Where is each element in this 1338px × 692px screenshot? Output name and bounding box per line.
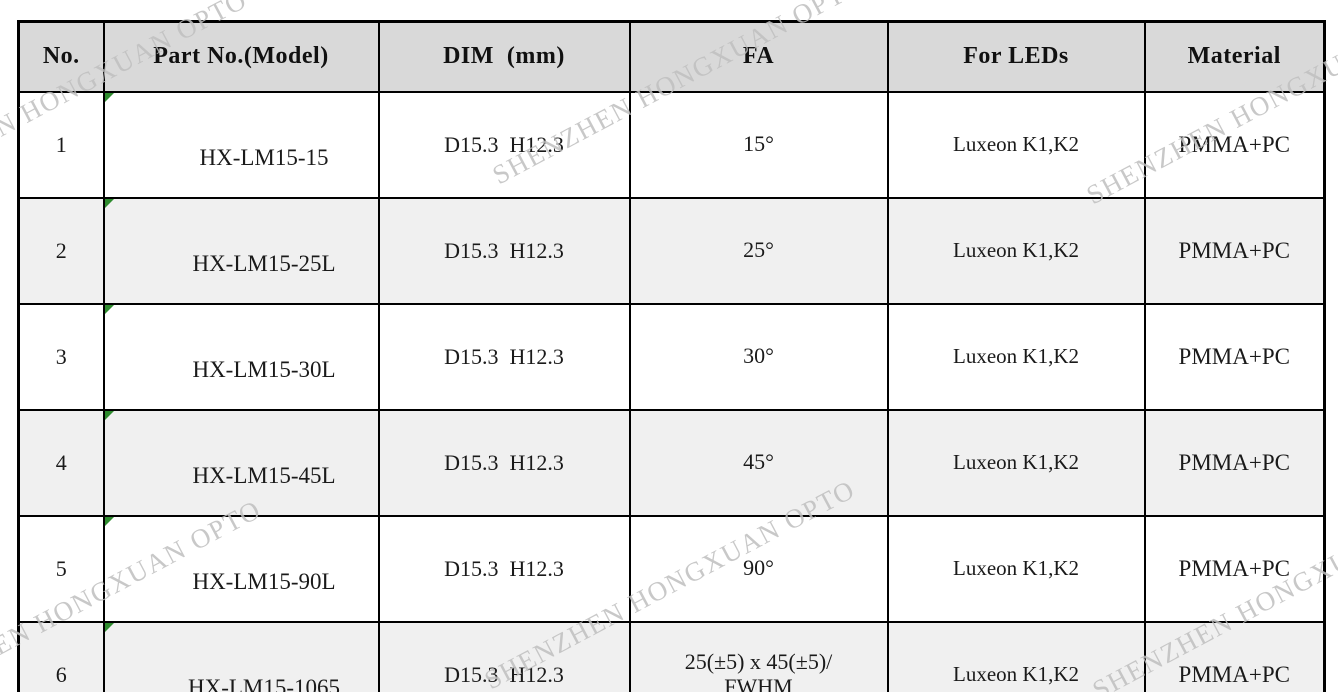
header-row: No. Part No.(Model) DIM (mm) FA For LEDs…: [17, 20, 1326, 93]
column-header-part: Part No.(Model): [102, 20, 380, 93]
excel-error-marker-icon: [105, 93, 115, 103]
cell-no: 1: [17, 90, 105, 199]
cell-part: HX-LM15-90L: [102, 514, 380, 623]
excel-error-marker-icon: [105, 199, 115, 209]
column-header-fa: FA: [628, 20, 889, 93]
part-number: HX-LM15-25L: [192, 250, 336, 276]
cell-fa: 15°: [628, 90, 889, 199]
table-row: 1 HX-LM15-15 D15.3 H12.3 15° Luxeon K1,K…: [17, 90, 1326, 199]
column-header-leds: For LEDs: [886, 20, 1146, 93]
part-number: HX-LM15-15: [199, 144, 329, 170]
cell-leds: Luxeon K1,K2: [886, 90, 1146, 199]
cell-dim: D15.3 H12.3: [377, 302, 631, 411]
cell-fa: 30°: [628, 302, 889, 411]
cell-material: PMMA+PC: [1143, 302, 1326, 411]
cell-leds: Luxeon K1,K2: [886, 196, 1146, 305]
cell-dim: D15.3 H12.3: [377, 90, 631, 199]
cell-part: HX-LM15-15: [102, 90, 380, 199]
cell-leds: Luxeon K1,K2: [886, 514, 1146, 623]
excel-error-marker-icon: [105, 623, 115, 633]
cell-fa: 90°: [628, 514, 889, 623]
table-row: 3 HX-LM15-30L D15.3 H12.3 30° Luxeon K1,…: [17, 302, 1326, 411]
cell-part: HX-LM15-25L: [102, 196, 380, 305]
cell-material: PMMA+PC: [1143, 90, 1326, 199]
table-row: 6 HX-LM15-1065 D15.3 H12.3 25(±5) x 45(±…: [17, 620, 1326, 692]
cell-material: PMMA+PC: [1143, 408, 1326, 517]
cell-no: 3: [17, 302, 105, 411]
cell-no: 2: [17, 196, 105, 305]
table-row: 4 HX-LM15-45L D15.3 H12.3 45° Luxeon K1,…: [17, 408, 1326, 517]
cell-no: 5: [17, 514, 105, 623]
part-number: HX-LM15-90L: [192, 568, 336, 594]
cell-fa: 25(±5) x 45(±5)/ FWHM: [628, 620, 889, 692]
cell-dim: D15.3 H12.3: [377, 620, 631, 692]
cell-part: HX-LM15-30L: [102, 302, 380, 411]
table-row: 2 HX-LM15-25L D15.3 H12.3 25° Luxeon K1,…: [17, 196, 1326, 305]
cell-fa: 45°: [628, 408, 889, 517]
part-number: HX-LM15-30L: [192, 356, 336, 382]
excel-error-marker-icon: [105, 517, 115, 527]
cell-material: PMMA+PC: [1143, 514, 1326, 623]
column-header-no: No.: [17, 20, 105, 93]
cell-dim: D15.3 H12.3: [377, 514, 631, 623]
column-header-dim: DIM (mm): [377, 20, 631, 93]
part-number: HX-LM15-1065: [187, 674, 341, 692]
lens-spec-table: No. Part No.(Model) DIM (mm) FA For LEDs…: [17, 20, 1326, 692]
cell-fa: 25°: [628, 196, 889, 305]
table-row: 5 HX-LM15-90L D15.3 H12.3 90° Luxeon K1,…: [17, 514, 1326, 623]
cell-no: 4: [17, 408, 105, 517]
column-header-material: Material: [1143, 20, 1326, 93]
cell-material: PMMA+PC: [1143, 620, 1326, 692]
cell-material: PMMA+PC: [1143, 196, 1326, 305]
cell-leds: Luxeon K1,K2: [886, 408, 1146, 517]
part-number: HX-LM15-45L: [192, 462, 336, 488]
cell-no: 6: [17, 620, 105, 692]
cell-leds: Luxeon K1,K2: [886, 620, 1146, 692]
cell-leds: Luxeon K1,K2: [886, 302, 1146, 411]
cell-dim: D15.3 H12.3: [377, 196, 631, 305]
cell-part: HX-LM15-1065: [102, 620, 380, 692]
excel-error-marker-icon: [105, 411, 115, 421]
cell-dim: D15.3 H12.3: [377, 408, 631, 517]
cell-part: HX-LM15-45L: [102, 408, 380, 517]
excel-error-marker-icon: [105, 305, 115, 315]
